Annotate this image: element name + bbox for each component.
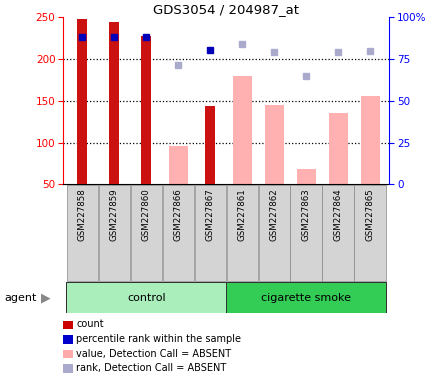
Text: GSM227862: GSM227862 — [269, 188, 278, 241]
Text: percentile rank within the sample: percentile rank within the sample — [76, 334, 240, 344]
Text: control: control — [127, 293, 165, 303]
Text: GSM227864: GSM227864 — [333, 188, 342, 241]
Bar — [204, 106, 215, 184]
FancyBboxPatch shape — [66, 185, 98, 281]
FancyBboxPatch shape — [290, 185, 321, 281]
Bar — [77, 19, 87, 184]
FancyBboxPatch shape — [66, 282, 226, 313]
FancyBboxPatch shape — [162, 185, 194, 281]
FancyBboxPatch shape — [322, 185, 353, 281]
Text: GSM227867: GSM227867 — [205, 188, 214, 241]
Bar — [109, 22, 119, 184]
FancyBboxPatch shape — [354, 185, 385, 281]
Text: GSM227866: GSM227866 — [173, 188, 182, 241]
FancyBboxPatch shape — [258, 185, 289, 281]
Text: GSM227859: GSM227859 — [109, 188, 118, 241]
Title: GDS3054 / 204987_at: GDS3054 / 204987_at — [153, 3, 299, 16]
FancyBboxPatch shape — [130, 185, 161, 281]
Text: value, Detection Call = ABSENT: value, Detection Call = ABSENT — [76, 349, 231, 359]
Text: GSM227861: GSM227861 — [237, 188, 246, 241]
FancyBboxPatch shape — [226, 282, 385, 313]
Text: GSM227860: GSM227860 — [141, 188, 151, 241]
Bar — [328, 113, 347, 184]
FancyBboxPatch shape — [194, 185, 225, 281]
Bar — [264, 105, 283, 184]
Text: cigarette smoke: cigarette smoke — [260, 293, 350, 303]
FancyBboxPatch shape — [226, 185, 257, 281]
Bar — [232, 76, 251, 184]
Text: GSM227865: GSM227865 — [365, 188, 374, 241]
Text: ▶: ▶ — [41, 291, 51, 304]
Bar — [168, 146, 187, 184]
Text: count: count — [76, 319, 104, 329]
Bar — [141, 36, 151, 184]
FancyBboxPatch shape — [99, 185, 130, 281]
Bar — [296, 169, 315, 184]
Text: GSM227858: GSM227858 — [78, 188, 86, 241]
Text: rank, Detection Call = ABSENT: rank, Detection Call = ABSENT — [76, 363, 226, 373]
Text: GSM227863: GSM227863 — [301, 188, 310, 241]
Bar — [360, 96, 379, 184]
Text: agent: agent — [4, 293, 36, 303]
